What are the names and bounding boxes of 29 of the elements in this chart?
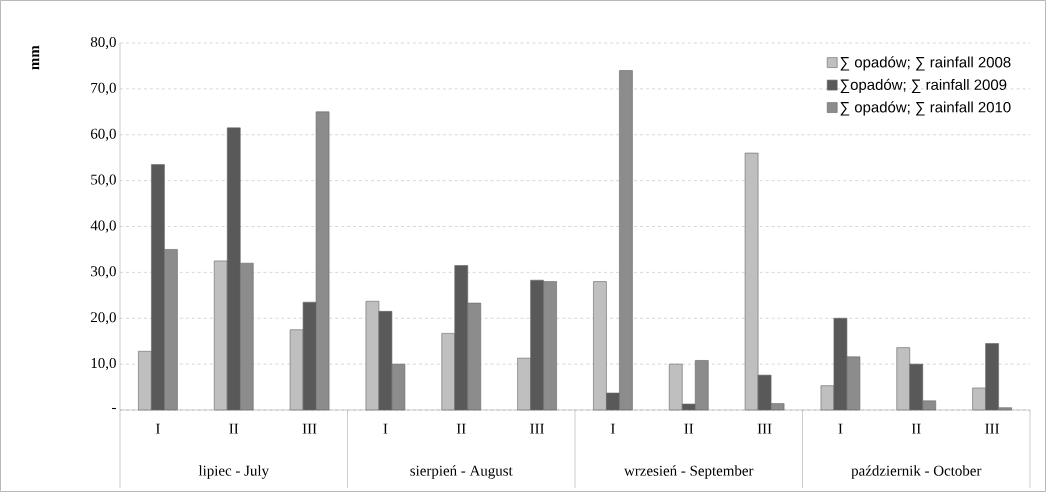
legend-label: ∑ opadów; ∑ rainfall 2010 [840, 101, 1011, 116]
x-tick-label: I [610, 423, 615, 434]
x-tick-label: II [456, 423, 466, 434]
text: wrzesień - September [624, 465, 754, 479]
y-tick-label: 80,0 [90, 36, 116, 50]
x-tick-label: II [911, 423, 921, 434]
x-tick-label: III [757, 423, 772, 434]
legend-label: ∑opadów; ∑ rainfall 2009 [840, 78, 1007, 94]
x-tick-label: I [155, 423, 160, 434]
text: lipiec - July [198, 465, 269, 479]
y-tick-label: - [112, 407, 116, 410]
y-tick-label: 20,0 [90, 312, 116, 325]
y-tick-label: 40,0 [90, 220, 116, 233]
y-tick-label: 60,0 [90, 128, 116, 141]
y-axis-title: mm [32, 45, 40, 70]
x-tick-label: III [302, 423, 317, 434]
y-tick-label: 70,0 [91, 82, 116, 95]
y-tick-label: 10,0 [91, 358, 116, 371]
x-tick-label: II [684, 423, 694, 434]
text: październik - October [851, 465, 982, 479]
x-tick-label: I [838, 423, 843, 434]
y-tick-label: 30,0 [91, 266, 116, 279]
x-tick-label: II [229, 423, 239, 434]
x-tick-label: III [985, 423, 1000, 434]
x-tick-label: I [383, 423, 388, 434]
text: sierpień - August [410, 465, 513, 479]
legend-label: ∑ opadów; ∑ rainfall 2008 [840, 56, 1011, 71]
y-tick-label: 50,0 [91, 174, 116, 187]
x-tick-label: III [530, 423, 545, 434]
